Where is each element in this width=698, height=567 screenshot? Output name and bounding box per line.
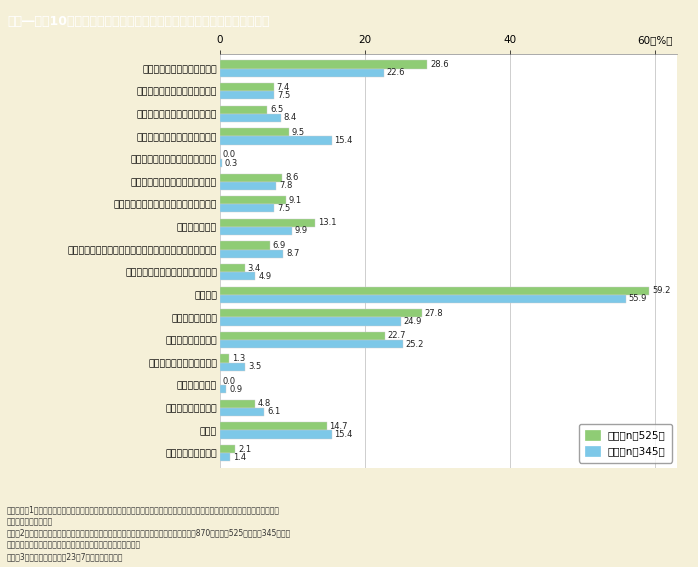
Bar [220,249,283,257]
Bar [220,309,422,318]
Text: 59.2: 59.2 [653,286,671,295]
Bar [220,318,401,325]
Bar [220,91,274,99]
Text: 22.7: 22.7 [387,332,406,340]
Text: 9.9: 9.9 [295,226,308,235]
Bar [220,227,292,235]
Text: 15.4: 15.4 [334,430,353,439]
Text: 13.1: 13.1 [318,218,336,227]
Text: 0.3: 0.3 [225,159,238,168]
Text: 28.6: 28.6 [431,60,449,69]
Text: 4.8: 4.8 [258,399,271,408]
Text: 8.7: 8.7 [286,249,299,258]
Text: 第１―特－10図　地震の揺れがおさまった後の行動（男女別，複数回答）: 第１―特－10図 地震の揺れがおさまった後の行動（男女別，複数回答） [7,15,269,28]
Bar [220,286,649,295]
Text: 0.0: 0.0 [223,150,236,159]
Text: 15.4: 15.4 [334,136,353,145]
Bar [220,204,274,213]
Bar [220,354,230,363]
Text: 24.9: 24.9 [403,317,422,326]
Text: 7.8: 7.8 [279,181,292,190]
Bar [220,445,235,453]
Text: 0.9: 0.9 [230,385,242,394]
Legend: 女性（n＝525）, 男性（n＝345）: 女性（n＝525）, 男性（n＝345） [579,424,672,463]
Bar [220,332,385,340]
Bar [220,128,289,137]
Text: 25.2: 25.2 [406,340,424,349]
Text: 1.4: 1.4 [233,452,246,462]
Bar [220,400,255,408]
Bar [220,430,332,439]
Bar [220,422,327,430]
Text: 6.1: 6.1 [267,408,281,416]
Text: 6.9: 6.9 [273,241,286,250]
Text: 4.9: 4.9 [258,272,272,281]
Text: 3.4: 3.4 [248,264,260,273]
Text: 9.5: 9.5 [292,128,305,137]
Text: 27.8: 27.8 [424,309,443,318]
Text: 0.0: 0.0 [223,376,236,386]
Bar [220,219,315,227]
Bar [220,196,286,204]
Bar [220,181,276,190]
Bar [220,159,222,167]
Bar [220,385,226,393]
Text: （備考）、1．内開府・消防庁・気象庁共同調査「津波避難等に関する調査」（平成２３年）を基に，内閨府男女共同参画局による
　　　　男女別集計。
　　　2．調査対象: （備考）、1．内開府・消防庁・気象庁共同調査「津波避難等に関する調査」（平成２３… [7,505,291,561]
Bar [220,242,270,249]
Text: 8.6: 8.6 [285,173,299,182]
Text: 22.6: 22.6 [387,68,406,77]
Text: 3.5: 3.5 [248,362,262,371]
Bar [220,363,245,371]
Bar [220,295,625,303]
Bar [220,61,427,69]
Text: 55.9: 55.9 [628,294,647,303]
Text: 8.4: 8.4 [283,113,297,122]
Text: 7.4: 7.4 [276,83,290,92]
Bar [220,408,264,416]
Text: 14.7: 14.7 [329,422,348,431]
Text: 7.5: 7.5 [277,91,290,100]
Text: 2.1: 2.1 [238,445,251,454]
Bar [220,264,244,272]
Bar [220,105,267,114]
Bar [220,83,274,91]
Bar [220,174,282,181]
Text: 6.5: 6.5 [270,105,283,114]
Bar [220,340,403,348]
Bar [220,453,230,461]
Bar [220,272,255,280]
Bar [220,114,281,122]
Bar [220,137,332,145]
Text: 7.5: 7.5 [277,204,290,213]
Text: 9.1: 9.1 [289,196,302,205]
Text: 1.3: 1.3 [232,354,246,363]
Bar [220,69,384,77]
